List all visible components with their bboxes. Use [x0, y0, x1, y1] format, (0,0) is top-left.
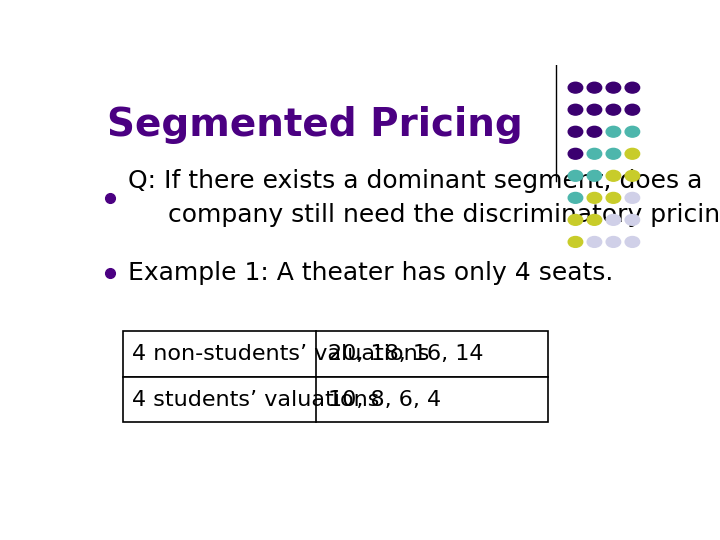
FancyBboxPatch shape	[124, 331, 548, 377]
Circle shape	[588, 237, 602, 247]
Circle shape	[568, 171, 582, 181]
Circle shape	[606, 82, 621, 93]
Circle shape	[588, 126, 602, 137]
Text: 4 non-students’ valuations: 4 non-students’ valuations	[132, 344, 429, 364]
Circle shape	[568, 82, 582, 93]
Circle shape	[606, 192, 621, 203]
Circle shape	[588, 104, 602, 115]
Circle shape	[588, 214, 602, 225]
Circle shape	[606, 237, 621, 247]
Circle shape	[625, 104, 639, 115]
Circle shape	[625, 148, 639, 159]
Circle shape	[568, 104, 582, 115]
FancyBboxPatch shape	[124, 377, 548, 422]
Circle shape	[606, 126, 621, 137]
Circle shape	[568, 192, 582, 203]
Circle shape	[625, 126, 639, 137]
Circle shape	[568, 126, 582, 137]
Circle shape	[625, 192, 639, 203]
Circle shape	[625, 237, 639, 247]
Text: Segmented Pricing: Segmented Pricing	[107, 106, 523, 144]
Text: 20, 18, 16, 14: 20, 18, 16, 14	[328, 344, 483, 364]
Text: Q: If there exists a dominant segment, does a
     company still need the discri: Q: If there exists a dominant segment, d…	[128, 169, 720, 227]
Circle shape	[568, 148, 582, 159]
Circle shape	[606, 148, 621, 159]
Circle shape	[588, 148, 602, 159]
Circle shape	[606, 104, 621, 115]
Text: 10, 8, 6, 4: 10, 8, 6, 4	[328, 389, 441, 409]
Circle shape	[588, 192, 602, 203]
Circle shape	[568, 214, 582, 225]
Circle shape	[625, 214, 639, 225]
Text: Example 1: A theater has only 4 seats.: Example 1: A theater has only 4 seats.	[128, 261, 613, 285]
Circle shape	[568, 237, 582, 247]
Circle shape	[588, 82, 602, 93]
Circle shape	[625, 82, 639, 93]
Circle shape	[606, 214, 621, 225]
Circle shape	[606, 171, 621, 181]
Text: 4 students’ valuations: 4 students’ valuations	[132, 389, 379, 409]
Circle shape	[588, 171, 602, 181]
Circle shape	[625, 171, 639, 181]
